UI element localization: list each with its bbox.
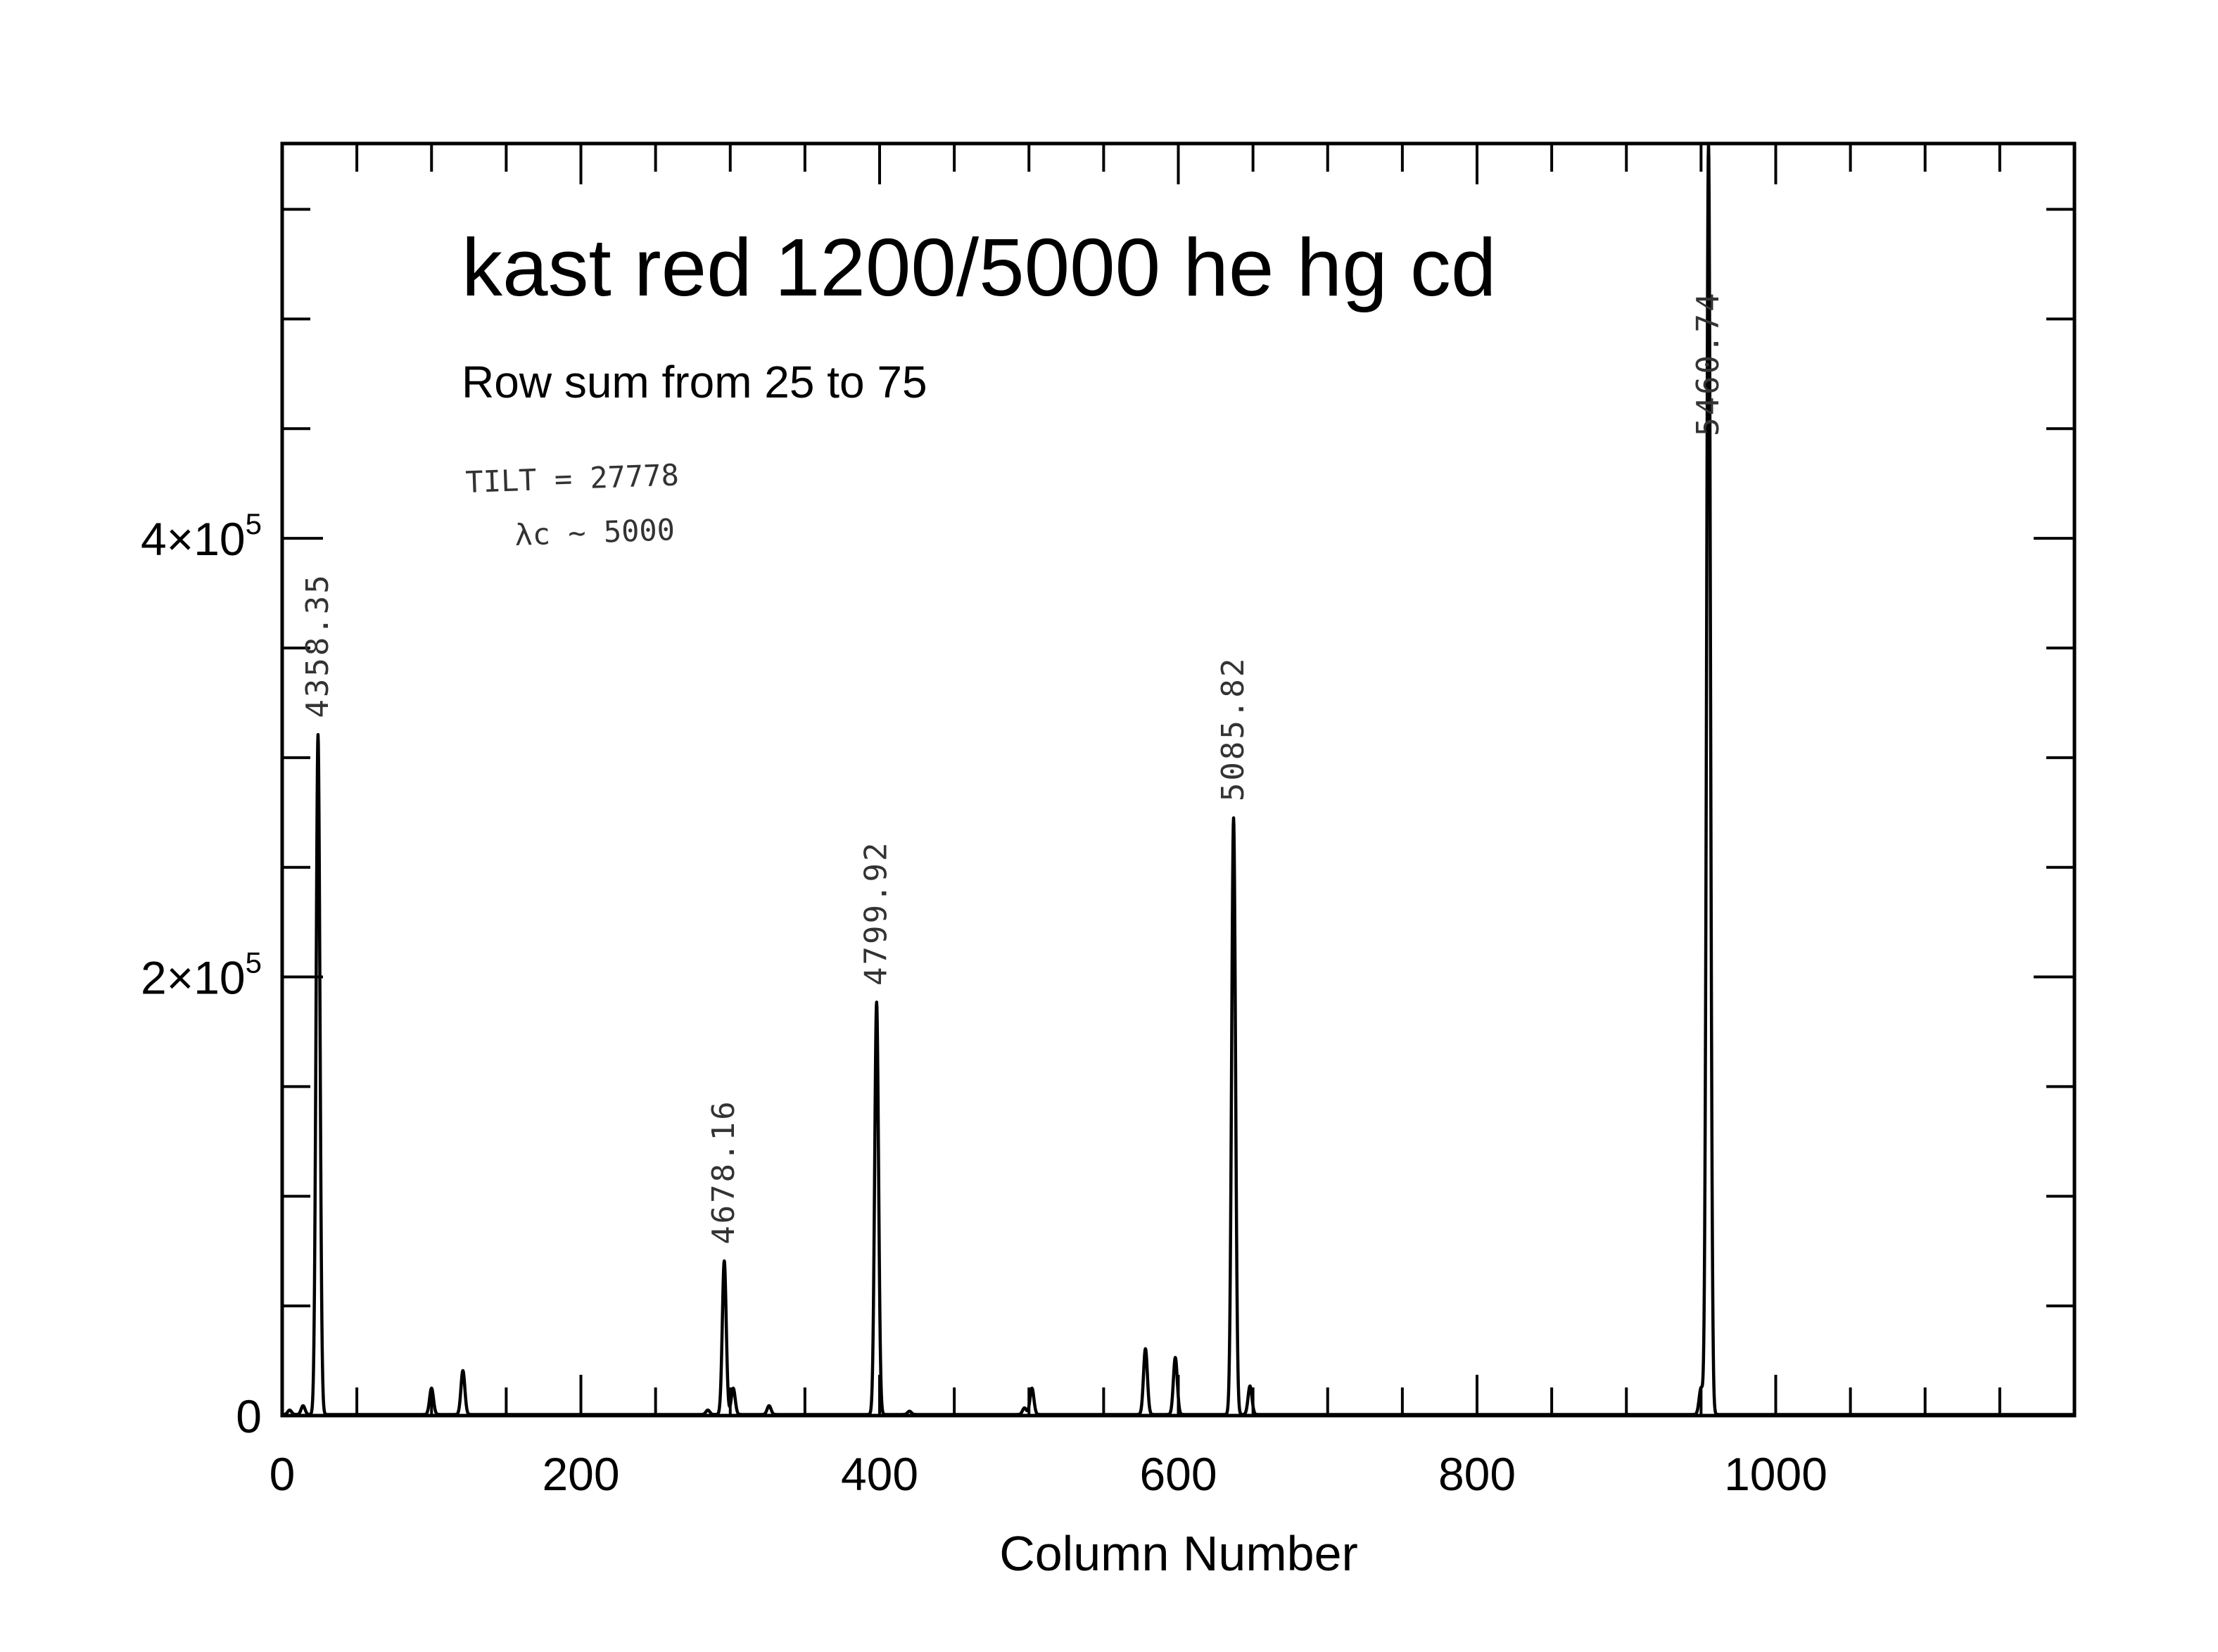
spectrum-line <box>281 141 2076 1416</box>
x-tick-label: 600 <box>1139 1448 1217 1500</box>
plot-frame <box>280 141 2077 1418</box>
chart-title: kast red 1200/5000 he hg cd <box>462 222 1496 313</box>
x-axis-label: Column Number <box>999 1526 1358 1581</box>
x-tick-label: 400 <box>841 1448 918 1500</box>
x-tick-label: 200 <box>542 1448 619 1500</box>
y-tick-label: 2×105 <box>141 946 262 1004</box>
tick-layer <box>281 144 2074 1417</box>
spectrum-layer <box>281 141 2076 1416</box>
peak-label: 4358.35 <box>300 573 336 718</box>
peak-label: 5085.82 <box>1215 656 1251 801</box>
x-tick-labels: 0 200 400 600 800 1000 <box>270 1448 1827 1500</box>
handwritten-note-tilt: TILT = 27778 <box>465 457 680 500</box>
handwritten-note-lambda: λc ~ 5000 <box>514 512 676 552</box>
peak-labels: 4358.35 4678.16 4799.92 5085.82 5460.74 <box>300 291 1726 1245</box>
x-tick-label: 0 <box>270 1448 296 1500</box>
peak-label: 4799.92 <box>858 841 894 986</box>
peak-label: 5460.74 <box>1690 291 1726 436</box>
chart-subtitle: Row sum from 25 to 75 <box>462 357 927 407</box>
y-tick-label: 4×105 <box>141 507 262 565</box>
y-tick-label: 0 <box>236 1390 262 1442</box>
peak-label: 4678.16 <box>706 1099 742 1244</box>
x-tick-label: 800 <box>1438 1448 1516 1500</box>
x-tick-label: 1000 <box>1724 1448 1827 1500</box>
y-tick-labels: 0 2×105 4×105 <box>141 507 262 1442</box>
